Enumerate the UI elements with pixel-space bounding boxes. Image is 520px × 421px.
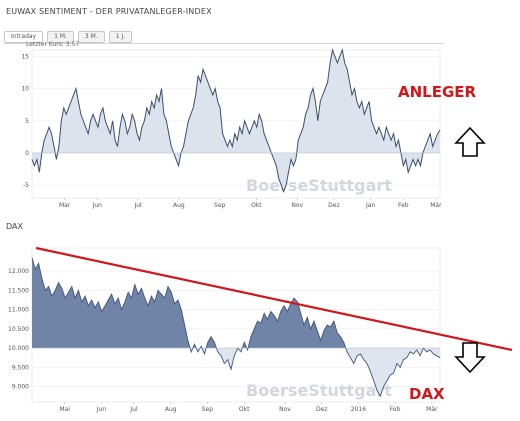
sentiment-plot-frame	[31, 49, 441, 199]
dax-ytick-label: 10.000	[8, 345, 29, 352]
dax-chart: 9.000 9.500 10.000 10.500 11.000 11.500 12.000…	[8, 247, 441, 413]
sentiment-xtick-label: Jun	[92, 202, 103, 209]
range-tabs: Intraday 1 M. 3 M. 1 J.	[4, 31, 133, 43]
watermark-bottom: BoerseStuttgart	[246, 381, 392, 400]
dax-line	[31, 257, 441, 398]
sentiment-xtick-label: Jan	[365, 202, 375, 209]
sentiment-area	[32, 50, 440, 192]
tab-1j[interactable]: 1 J.	[108, 31, 133, 43]
dax-xtick-label: Jul	[129, 406, 138, 413]
dax-xtick-label: Mär	[426, 406, 438, 413]
sentiment-xtick-label: Jul	[133, 202, 142, 209]
sentiment-xtick-label: Mär	[430, 202, 442, 209]
dax-ytick-label: 11.500	[8, 287, 29, 294]
dax-ytick-label: 9.000	[12, 384, 29, 391]
sentiment-ytick-label: 0	[25, 150, 29, 157]
sentiment-xtick-label: Nov	[291, 202, 303, 209]
dax-xtick-label: Jun	[96, 406, 107, 413]
sentiment-xtick-label: Mar	[59, 202, 71, 209]
dax-xtick-label: Dez	[316, 406, 327, 413]
annotation-anleger: ANLEGER	[398, 83, 477, 101]
chart-title: EUWAX SENTIMENT - DER PRIVATANLEGER-INDE…	[6, 7, 212, 16]
tab-1m[interactable]: 1 M.	[47, 31, 74, 43]
dax-ytick-label: 12.000	[8, 268, 29, 275]
sentiment-xtick-label: Feb	[398, 202, 409, 209]
dax-xtick-label: Nov	[279, 406, 291, 413]
sentiment-ytick-label: 5	[25, 118, 29, 125]
tab-intraday[interactable]: Intraday	[4, 31, 44, 43]
sentiment-xtick-label: Aug	[173, 202, 185, 209]
dax-xtick-label: Mai	[59, 406, 70, 413]
dax-chart-title: DAX	[6, 222, 23, 231]
annotation-dax: DAX	[409, 385, 445, 403]
arrow-down-icon	[454, 342, 486, 374]
tab-3m[interactable]: 3 M.	[77, 31, 105, 43]
dax-xtick-label: 2016	[351, 406, 366, 413]
sentiment-xtick-label: Sep	[214, 202, 226, 209]
arrow-up-icon	[454, 126, 486, 157]
last-price: Letzter Kurs: 3,57	[26, 41, 80, 48]
sentiment-chart: -5 0 5 10 15 Mar Jun Jul Aug Sep Okt Nov Dez Jan Feb Mä…	[21, 48, 442, 209]
dax-xtick-label: Aug	[165, 406, 177, 413]
tabbar-divider	[4, 43, 444, 44]
dax-xtick-label: Sep	[202, 406, 214, 413]
dax-xtick-label: Okt	[239, 406, 250, 413]
dax-area-below-baseline	[32, 348, 440, 397]
watermark-top: BoerseStuttgart	[246, 176, 392, 195]
sentiment-ytick-label: 10	[21, 86, 29, 93]
sentiment-ytick-label: 15	[21, 53, 29, 60]
sentiment-xtick-label: Okt	[251, 202, 262, 209]
dax-ytick-label: 9.500	[12, 364, 29, 371]
sentiment-xtick-label: Dez	[328, 202, 339, 209]
dax-downtrend-line	[35, 246, 513, 352]
sentiment-ytick-label: -5	[23, 182, 29, 189]
dax-ytick-label: 11.000	[8, 307, 29, 314]
dax-xtick-label: Feb	[390, 406, 401, 413]
sentiment-line	[31, 48, 441, 194]
dax-ytick-label: 10.500	[8, 326, 29, 333]
dax-area-above-baseline	[32, 257, 346, 349]
